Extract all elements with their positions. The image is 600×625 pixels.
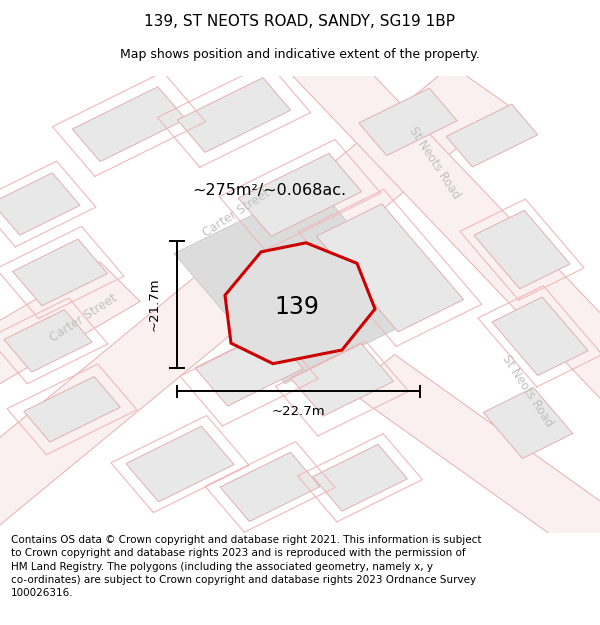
Text: Carter Street: Carter Street: [48, 291, 120, 344]
Text: ~21.7m: ~21.7m: [148, 278, 161, 331]
Polygon shape: [174, 184, 426, 384]
Text: 139, ST NEOTS ROAD, SANDY, SG19 1BP: 139, ST NEOTS ROAD, SANDY, SG19 1BP: [145, 14, 455, 29]
Polygon shape: [313, 444, 407, 511]
Polygon shape: [359, 88, 457, 156]
Polygon shape: [73, 87, 185, 161]
Polygon shape: [178, 78, 290, 152]
Polygon shape: [195, 331, 303, 406]
Text: ~275m²/~0.068ac.: ~275m²/~0.068ac.: [192, 182, 346, 198]
Polygon shape: [492, 297, 588, 376]
Polygon shape: [0, 262, 140, 424]
Polygon shape: [220, 452, 320, 521]
Polygon shape: [13, 239, 107, 306]
Polygon shape: [238, 153, 362, 236]
Polygon shape: [24, 377, 120, 442]
Polygon shape: [446, 104, 538, 167]
Polygon shape: [483, 388, 573, 458]
Polygon shape: [290, 343, 394, 416]
Text: St Neots Road: St Neots Road: [500, 352, 556, 429]
Polygon shape: [0, 173, 80, 235]
Polygon shape: [4, 310, 92, 372]
Polygon shape: [285, 39, 600, 433]
Text: St Neots Road: St Neots Road: [407, 124, 463, 201]
Polygon shape: [349, 354, 600, 596]
Polygon shape: [0, 65, 509, 576]
Text: Contains OS data © Crown copyright and database right 2021. This information is : Contains OS data © Crown copyright and d…: [11, 535, 481, 598]
Text: Carter Street: Carter Street: [201, 187, 273, 239]
Polygon shape: [126, 426, 234, 502]
Polygon shape: [316, 204, 464, 332]
Polygon shape: [225, 242, 375, 364]
Text: ~22.7m: ~22.7m: [272, 405, 325, 418]
Polygon shape: [474, 211, 570, 289]
Text: Map shows position and indicative extent of the property.: Map shows position and indicative extent…: [120, 48, 480, 61]
Text: 139: 139: [275, 294, 319, 319]
